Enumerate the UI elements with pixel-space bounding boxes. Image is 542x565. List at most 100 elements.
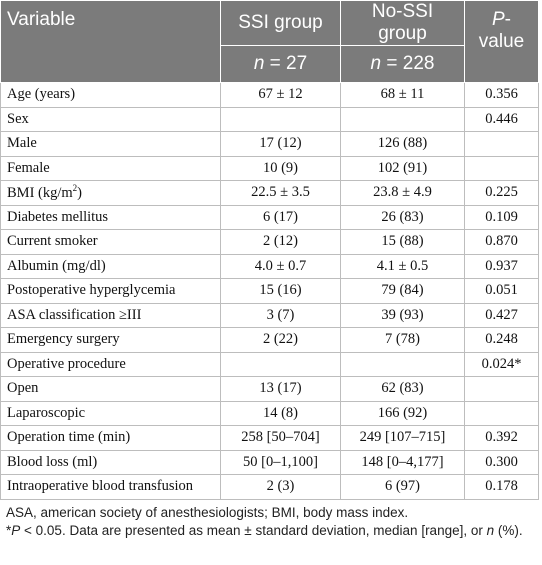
cell-ssi: 4.0 ± 0.7	[220, 253, 341, 279]
table-row: Current smoker 2 (12) 15 (88) 0.870	[0, 229, 539, 255]
cell-no-ssi: 7 (78)	[340, 327, 465, 353]
cell-p-value	[464, 400, 539, 426]
cell-no-ssi: 249 [107–715]	[340, 425, 465, 451]
cell-no-ssi: 126 (88)	[340, 131, 465, 157]
table-row: Male 17 (12) 126 (88)	[0, 131, 539, 157]
cell-p-value: 0.870	[464, 229, 539, 255]
cell-ssi: 13 (17)	[220, 376, 341, 402]
cell-no-ssi	[340, 351, 465, 377]
footnote-star: *	[6, 523, 12, 538]
cell-no-ssi: 79 (84)	[340, 278, 465, 304]
cell-p-value: 0.178	[464, 474, 539, 500]
table-row: Operative procedure 0.024*	[0, 351, 539, 377]
table-body: Age (years) 67 ± 12 68 ± 11 0.356 Sex 0.446 Ma…	[0, 82, 539, 500]
patient-characteristics-table: Variable SSI group No-SSI group P-value …	[0, 0, 539, 500]
table-row: BMI (kg/m2) 22.5 ± 3.5 23.8 ± 4.9 0.225	[0, 180, 539, 206]
cell-variable: Open	[0, 376, 221, 402]
cell-ssi: 258 [50–704]	[220, 425, 341, 451]
header-ssi-group: SSI group	[220, 0, 341, 46]
cell-variable: Male	[0, 131, 221, 157]
cell-variable: Operative procedure	[0, 351, 221, 377]
cell-ssi: 22.5 ± 3.5	[220, 180, 341, 206]
header-variable: Variable	[0, 0, 221, 83]
no-ssi-n-value: = 228	[381, 53, 435, 74]
cell-p-value	[464, 376, 539, 402]
table-row: Albumin (mg/dl) 4.0 ± 0.7 4.1 ± 0.5 0.937	[0, 253, 539, 279]
cell-p-value: 0.225	[464, 180, 539, 206]
cell-ssi: 50 [0–1,100]	[220, 449, 341, 475]
cell-p-value	[464, 131, 539, 157]
table-row: Age (years) 67 ± 12 68 ± 11 0.356	[0, 82, 539, 108]
cell-no-ssi: 102 (91)	[340, 155, 465, 181]
footnote-abbreviations: ASA, american society of anesthesiologis…	[6, 505, 409, 520]
cell-no-ssi: 6 (97)	[340, 474, 465, 500]
cell-variable: Albumin (mg/dl)	[0, 253, 221, 279]
table-row: Female 10 (9) 102 (91)	[0, 155, 539, 181]
cell-variable: BMI (kg/m2)	[0, 180, 221, 206]
cell-ssi: 2 (12)	[220, 229, 341, 255]
cell-ssi: 15 (16)	[220, 278, 341, 304]
cell-no-ssi: 148 [0–4,177]	[340, 449, 465, 475]
cell-ssi: 67 ± 12	[220, 82, 341, 108]
footnote-text-b: (%).	[494, 523, 523, 538]
header-ssi-n: n = 27	[220, 45, 341, 83]
header-p-letter: P	[491, 9, 505, 30]
cell-p-value: 0.392	[464, 425, 539, 451]
cell-variable: Age (years)	[0, 82, 221, 108]
table-row: Emergency surgery 2 (22) 7 (78) 0.248	[0, 327, 539, 353]
cell-p-value: 0.109	[464, 204, 539, 230]
table-row: Blood loss (ml) 50 [0–1,100] 148 [0–4,177]…	[0, 449, 539, 475]
table-footnote: ASA, american society of anesthesiologis…	[6, 504, 536, 540]
cell-no-ssi: 15 (88)	[340, 229, 465, 255]
table-row: Operation time (min) 258 [50–704] 249 [107…	[0, 425, 539, 451]
cell-variable: Laparoscopic	[0, 400, 221, 426]
footnote-n: n	[486, 523, 495, 538]
cell-no-ssi: 68 ± 11	[340, 82, 465, 108]
cell-no-ssi: 39 (93)	[340, 302, 465, 328]
cell-variable: ASA classification ≥III	[0, 302, 221, 328]
cell-variable: Current smoker	[0, 229, 221, 255]
cell-variable: Postoperative hyperglycemia	[0, 278, 221, 304]
cell-no-ssi: 26 (83)	[340, 204, 465, 230]
cell-variable: Operation time (min)	[0, 425, 221, 451]
cell-p-value: 0.937	[464, 253, 539, 279]
cell-ssi	[220, 106, 341, 132]
cell-variable: Female	[0, 155, 221, 181]
cell-p-value	[464, 155, 539, 181]
header-row: Variable SSI group No-SSI group P-value	[0, 0, 539, 83]
table-row: Intraoperative blood transfusion 2 (3) 6 (…	[0, 474, 539, 500]
header-n-row: n = 27 n = 228	[1, 45, 539, 83]
header-p-suffix: -value	[478, 9, 525, 52]
cell-p-value: 0.024*	[464, 351, 539, 377]
cell-no-ssi: 62 (83)	[340, 376, 465, 402]
header-no-ssi-n: n = 228	[340, 45, 465, 83]
cell-ssi: 2 (3)	[220, 474, 341, 500]
cell-variable: Diabetes mellitus	[0, 204, 221, 230]
cell-p-value: 0.051	[464, 278, 539, 304]
cell-p-value: 0.356	[464, 82, 539, 108]
cell-ssi: 6 (17)	[220, 204, 341, 230]
table-row: Laparoscopic 14 (8) 166 (92)	[0, 400, 539, 426]
cell-ssi: 2 (22)	[220, 327, 341, 353]
table-container: Variable SSI group No-SSI group P-value …	[0, 0, 539, 500]
cell-variable: Intraoperative blood transfusion	[0, 474, 221, 500]
cell-ssi	[220, 351, 341, 377]
cell-no-ssi: 166 (92)	[340, 400, 465, 426]
cell-p-value: 0.446	[464, 106, 539, 132]
cell-p-value: 0.248	[464, 327, 539, 353]
table-row: Postoperative hyperglycemia 15 (16) 79 (84…	[0, 278, 539, 304]
ssi-n-value: = 27	[264, 53, 308, 74]
cell-p-value: 0.427	[464, 302, 539, 328]
cell-p-value: 0.300	[464, 449, 539, 475]
cell-variable: Sex	[0, 106, 221, 132]
ssi-n-letter: n	[253, 53, 265, 74]
cell-no-ssi: 23.8 ± 4.9	[340, 180, 465, 206]
header-p-value: P-value	[464, 0, 539, 83]
table-row: Sex 0.446	[0, 106, 539, 132]
cell-ssi: 10 (9)	[220, 155, 341, 181]
cell-variable: Blood loss (ml)	[0, 449, 221, 475]
footnote-significance: *P < 0.05. Data are presented as mean ± …	[6, 522, 536, 540]
table-row: Open 13 (17) 62 (83)	[0, 376, 539, 402]
header-no-ssi-group: No-SSI group	[340, 0, 465, 46]
cell-no-ssi: 4.1 ± 0.5	[340, 253, 465, 279]
